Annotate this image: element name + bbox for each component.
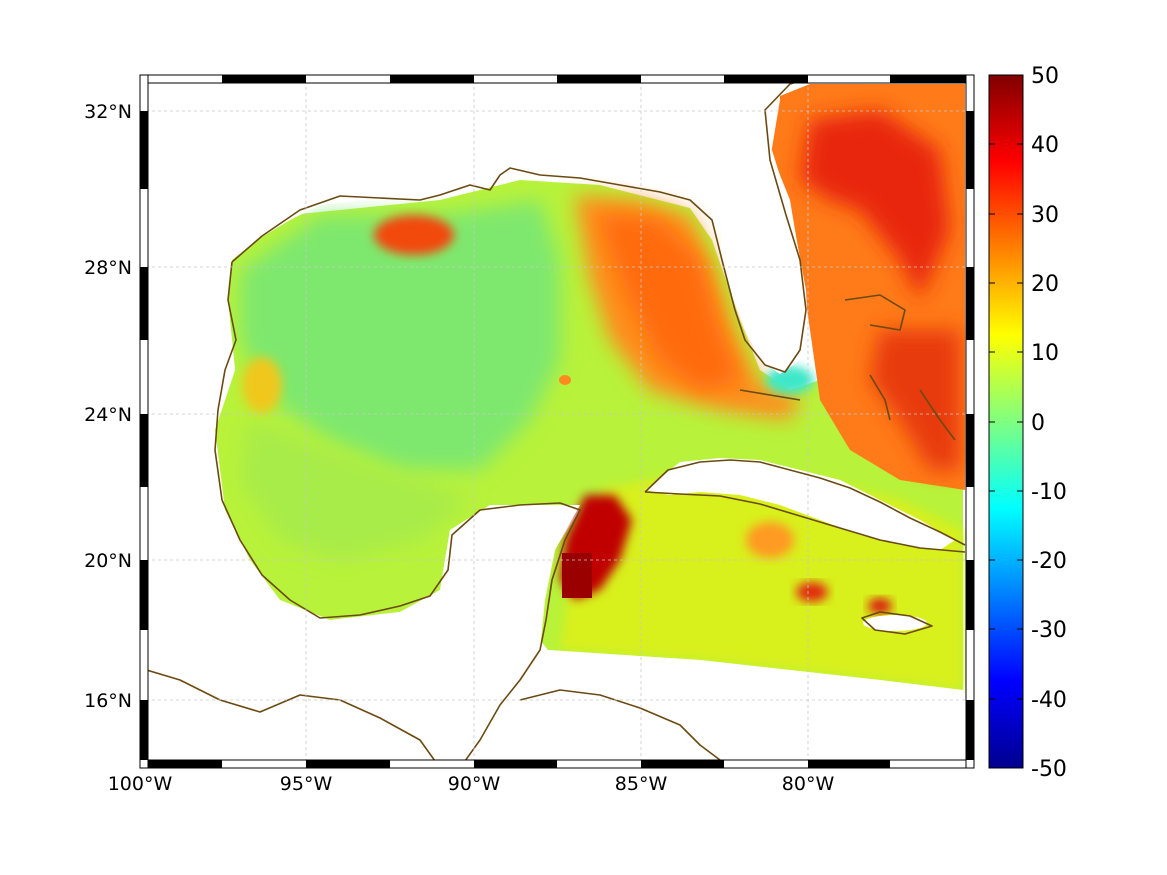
coastline-jamaica [861,611,933,635]
land-central-america [548,650,963,768]
colorbar-tick-labels: 50 40 30 20 10 0 -10 -20 -30 -40 -50 [1031,64,1067,782]
data-field [215,84,965,690]
land-florida-peninsula [720,150,808,374]
caribbean-red-c [868,598,892,614]
colorbar: 50 40 30 20 10 0 -10 -20 -30 -40 -50 [988,64,1067,782]
lat-tick-label: 20°N [84,550,132,572]
land-cuba [645,458,955,550]
colorbar-tick-label: 10 [1031,341,1059,366]
lon-tick-label: 85°W [615,773,668,795]
gulf-stream-core [800,110,950,300]
colorbar-tick-label: 40 [1031,133,1059,158]
lon-tick-label: 80°W [782,773,835,795]
coastline-central-america [140,667,721,768]
west-warm-patch [242,357,282,413]
lat-tick-labels: 32°N 28°N 24°N 20°N 16°N [84,101,132,712]
colorbar-tick-label: 20 [1031,272,1059,297]
lon-tick-label: 95°W [280,773,333,795]
lat-tick-label: 28°N [84,257,132,279]
colorbar-tick-label: 30 [1031,203,1059,228]
colorbar-tick-label: 0 [1031,411,1045,436]
coastline-cuba [644,459,966,553]
colorbar-tick-label: -20 [1031,549,1067,574]
colorbar-tick-label: -50 [1031,757,1067,782]
lon-tick-label: 90°W [448,773,501,795]
gulf-spot [559,375,571,385]
land-masks [140,75,963,768]
gridlines [140,75,974,768]
land-mexico [140,300,580,768]
colorbar-tick-label: -40 [1031,688,1067,713]
straits-cool-patch [766,366,814,394]
coastline-us-gulf [231,75,821,373]
coastline-keys [739,389,801,401]
colorbar-tick-label: -30 [1031,618,1067,643]
coastlines [140,75,966,768]
lat-tick-label: 16°N [84,690,132,712]
land-jamaica [863,615,927,631]
loop-inner-zone [600,215,740,390]
colorbar-ticks [989,74,1023,769]
lat-tick-label: 32°N [84,101,132,123]
west-cool-zone [240,200,560,470]
lon-tick-labels: 100°W 95°W 90°W 85°W 80°W [108,773,835,795]
lat-tick-label: 24°N [84,404,132,426]
coastline-bahamas [844,294,956,441]
caribbean-red-b [796,582,828,602]
colorbar-tick-label: 50 [1031,64,1059,89]
louisiana-hotspot [374,215,454,255]
central-green-zone [240,420,470,560]
lon-tick-label: 100°W [108,773,173,795]
map-frame [139,74,975,769]
colorbar-tick-label: -10 [1031,480,1067,505]
bahamas-warm-zone [870,330,960,470]
caribbean-orange-a [746,522,794,558]
coastline-mexico-west [214,261,581,768]
yucatan-eddy-core [562,553,592,598]
